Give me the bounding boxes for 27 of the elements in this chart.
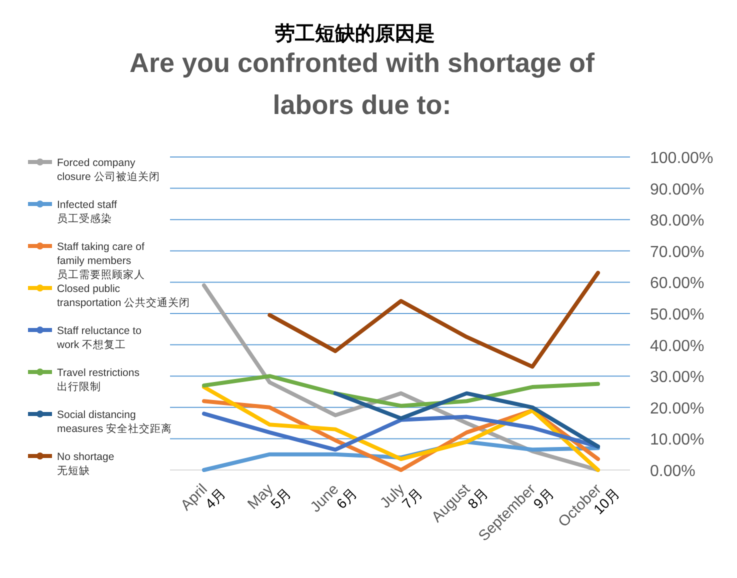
legend-label: Staff reluctance to work 不想复工 <box>56 325 142 351</box>
x-tick-label: May 5月 <box>244 480 294 513</box>
y-tick-label: 60.00% <box>650 275 704 292</box>
y-tick-label: 90.00% <box>650 181 704 198</box>
y-tick-label: 70.00% <box>650 244 704 261</box>
legend-label: Closed public transportation 公共交通关闭 <box>57 283 190 309</box>
line-series <box>333 391 600 449</box>
chart-subtitle: Are you confronted with shortage of labors due to: <box>129 48 596 120</box>
y-tick-label: 30.00% <box>650 369 704 386</box>
line-series <box>202 385 600 472</box>
y-tick-label: 40.00% <box>650 338 704 355</box>
legend-label: Social distancing measures 安全社交距离 <box>57 409 172 435</box>
line-series <box>268 270 600 369</box>
y-tick-label: 80.00% <box>650 212 704 230</box>
legend-label: Travel restrictions 出行限制 <box>57 367 140 393</box>
x-tick-label: July 7月 <box>376 480 426 512</box>
legend-label: Infected staff 员工受感染 <box>57 199 118 225</box>
legend-label: Staff taking care of family members 员工需要照顾家人 <box>57 241 145 281</box>
y-tick-label: 100.00% <box>650 150 714 167</box>
y-tick-label: 50.00% <box>650 306 704 324</box>
legend-label: No shortage 无短缺 <box>57 451 114 477</box>
y-tick-label: 20.00% <box>650 400 704 418</box>
y-tick-label: 10.00% <box>650 432 704 449</box>
legend-label: Forced company closure 公司被迫关闭 <box>57 157 160 183</box>
line-series <box>202 374 600 408</box>
chart-title: 劳工短缺的原因是 <box>275 23 435 45</box>
y-tick-label: 0.00% <box>650 463 696 480</box>
